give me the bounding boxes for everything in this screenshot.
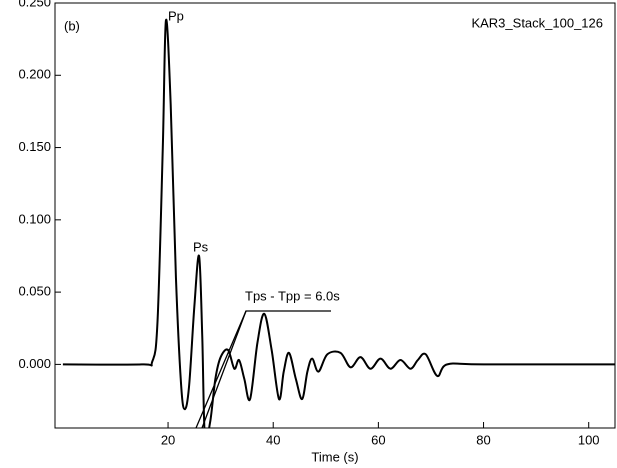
y-tick-label: 0.200 bbox=[18, 67, 51, 82]
annotation-line bbox=[201, 310, 247, 429]
annotation: Pp bbox=[168, 8, 184, 23]
y-tick-label: 0.150 bbox=[18, 139, 51, 154]
y-tick-label: 0.250 bbox=[18, 0, 51, 9]
y-tick-label: 0.050 bbox=[18, 284, 51, 299]
x-axis-label: Time (s) bbox=[311, 449, 358, 464]
trace-label: KAR3_Stack_100_126 bbox=[471, 15, 603, 30]
y-tick-label: 0.100 bbox=[18, 211, 51, 226]
x-tick-label: 80 bbox=[476, 432, 490, 447]
plot-frame bbox=[54, 2, 616, 429]
y-tick-label: 0.000 bbox=[18, 356, 51, 371]
annotation: Ps bbox=[193, 239, 209, 254]
x-tick-label: 60 bbox=[371, 432, 385, 447]
annotation: Tps - Tpp = 6.0s bbox=[245, 288, 340, 303]
x-tick-label: 20 bbox=[161, 432, 175, 447]
x-tick-label: 40 bbox=[266, 432, 280, 447]
waveform bbox=[62, 18, 615, 428]
x-tick-label: 100 bbox=[578, 432, 600, 447]
panel-label: (b) bbox=[64, 18, 80, 33]
